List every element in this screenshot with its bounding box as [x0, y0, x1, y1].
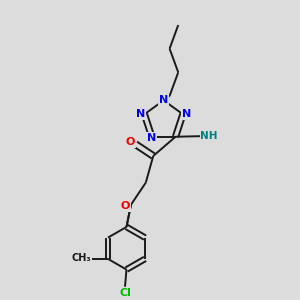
Text: CH₃: CH₃: [72, 253, 91, 263]
Text: N: N: [182, 109, 191, 119]
Text: NH: NH: [200, 131, 218, 141]
Text: O: O: [125, 137, 135, 147]
Text: N: N: [147, 133, 156, 143]
Text: O: O: [121, 201, 130, 211]
Text: Cl: Cl: [119, 288, 131, 298]
Text: N: N: [136, 109, 146, 119]
Text: N: N: [159, 95, 168, 105]
